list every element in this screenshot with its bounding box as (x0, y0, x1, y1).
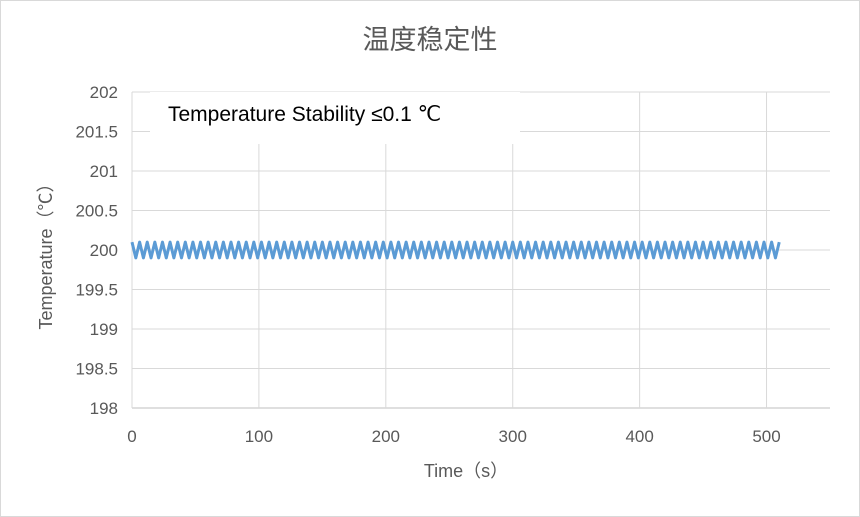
series-group (130, 240, 781, 260)
annotation-box (150, 92, 520, 144)
y-tick-label: 198 (90, 399, 118, 418)
chart-title: 温度稳定性 (363, 25, 498, 56)
y-tick-labels: 202 201.5 201 200.5 200 199.5 199 198.5 198 (75, 83, 118, 418)
y-tick-label: 202 (90, 83, 118, 102)
x-tick-label: 0 (127, 427, 136, 446)
series-line (130, 240, 781, 260)
x-tick-label: 300 (499, 427, 527, 446)
x-tick-label: 100 (245, 427, 273, 446)
y-tick-label: 200.5 (75, 202, 118, 221)
y-tick-label: 199 (90, 320, 118, 339)
y-tick-label: 199.5 (75, 281, 118, 300)
x-tick-labels: 0 100 200 300 400 500 (127, 427, 780, 446)
y-tick-label: 201 (90, 162, 118, 181)
x-tick-label: 500 (752, 427, 780, 446)
x-tick-label: 200 (372, 427, 400, 446)
y-tick-label: 201.5 (75, 123, 118, 142)
y-tick-label: 198.5 (75, 360, 118, 379)
x-tick-label: 400 (625, 427, 653, 446)
y-axis-title: Temperature（℃） (36, 174, 56, 329)
x-axis-title: Time（s） (424, 461, 508, 481)
annotation-text: Temperature Stability ≤0.1 ℃ (168, 103, 441, 126)
y-tick-label: 200 (90, 241, 118, 260)
